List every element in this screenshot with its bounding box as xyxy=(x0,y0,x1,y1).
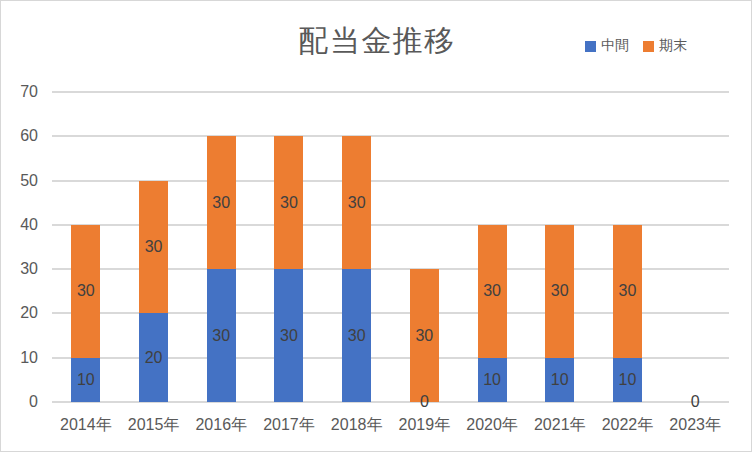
y-tick-label: 50 xyxy=(1,171,38,191)
data-label-zero: 0 xyxy=(670,392,720,412)
data-label: 30 xyxy=(332,193,382,213)
legend: 中間 期末 xyxy=(585,37,687,55)
x-tick-label: 2023年 xyxy=(655,415,735,435)
data-label: 30 xyxy=(264,326,314,346)
y-tick-label: 40 xyxy=(1,215,38,235)
legend-label-interim: 中間 xyxy=(601,37,629,55)
data-label: 30 xyxy=(61,281,111,301)
data-label: 10 xyxy=(61,370,111,390)
data-label: 30 xyxy=(129,237,179,257)
y-tick-label: 0 xyxy=(1,392,38,412)
gridline xyxy=(52,91,729,93)
data-label: 30 xyxy=(602,281,652,301)
data-label: 20 xyxy=(129,348,179,368)
y-tick-label: 60 xyxy=(1,126,38,146)
y-tick-label: 20 xyxy=(1,303,38,323)
data-label-zero: 0 xyxy=(399,392,449,412)
data-label: 30 xyxy=(332,326,382,346)
y-tick-label: 10 xyxy=(1,348,38,368)
data-label: 30 xyxy=(535,281,585,301)
data-label: 30 xyxy=(467,281,517,301)
data-label: 30 xyxy=(264,193,314,213)
data-label: 10 xyxy=(535,370,585,390)
legend-swatch-interim-icon xyxy=(585,41,596,52)
legend-item-interim: 中間 xyxy=(585,37,629,55)
legend-swatch-yearend-icon xyxy=(643,41,654,52)
gridline xyxy=(52,135,729,137)
legend-label-yearend: 期末 xyxy=(659,37,687,55)
legend-item-yearend: 期末 xyxy=(643,37,687,55)
data-label: 30 xyxy=(196,193,246,213)
data-label: 30 xyxy=(196,326,246,346)
y-tick-label: 70 xyxy=(1,82,38,102)
chart-container: 配当金推移 中間 期末 01020304050607010302014年2030… xyxy=(0,0,752,452)
y-tick-label: 30 xyxy=(1,259,38,279)
data-label: 10 xyxy=(602,370,652,390)
data-label: 30 xyxy=(399,326,449,346)
data-label: 10 xyxy=(467,370,517,390)
